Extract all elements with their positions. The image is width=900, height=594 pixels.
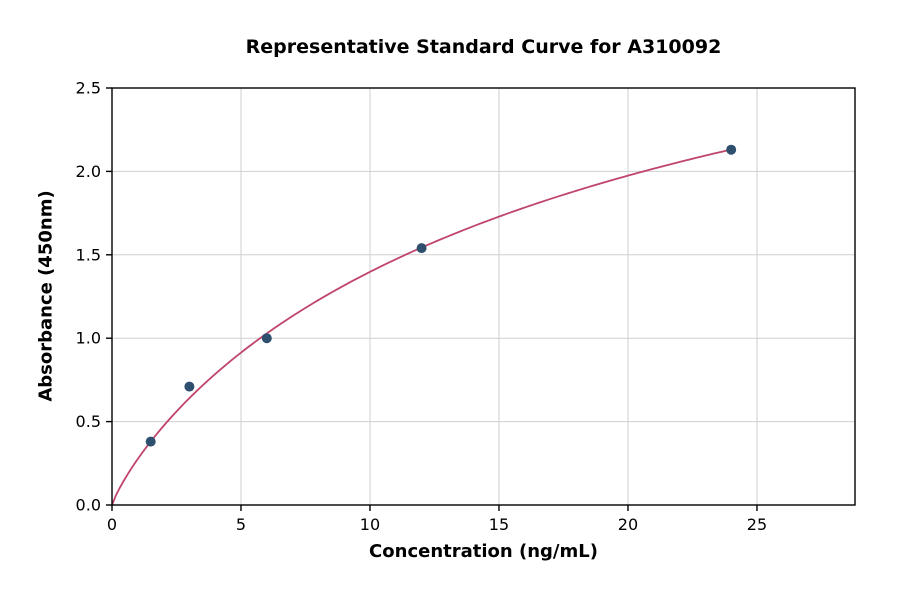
x-tick-label: 0 — [107, 515, 117, 534]
x-tick-label: 25 — [747, 515, 767, 534]
data-point — [184, 381, 195, 392]
y-tick-label: 0.5 — [76, 412, 101, 431]
fit-curve — [111, 148, 732, 506]
data-point — [145, 436, 156, 447]
data-point — [416, 243, 427, 254]
y-tick-label: 2.0 — [76, 162, 101, 181]
chart-title: Representative Standard Curve for A31009… — [245, 36, 722, 58]
data-point — [726, 144, 737, 155]
x-tick-label: 5 — [236, 515, 246, 534]
x-tick-label: 20 — [618, 515, 638, 534]
y-tick-label: 1.0 — [76, 329, 101, 348]
y-tick-label: 1.5 — [76, 245, 101, 264]
y-tick-label: 2.5 — [76, 79, 101, 98]
x-tick-label: 15 — [489, 515, 509, 534]
y-tick-label: 0.0 — [76, 496, 101, 515]
x-tick-label: 10 — [360, 515, 380, 534]
data-point — [261, 333, 272, 344]
x-axis-label: Concentration (ng/mL) — [369, 541, 598, 562]
plot-border — [111, 87, 856, 506]
